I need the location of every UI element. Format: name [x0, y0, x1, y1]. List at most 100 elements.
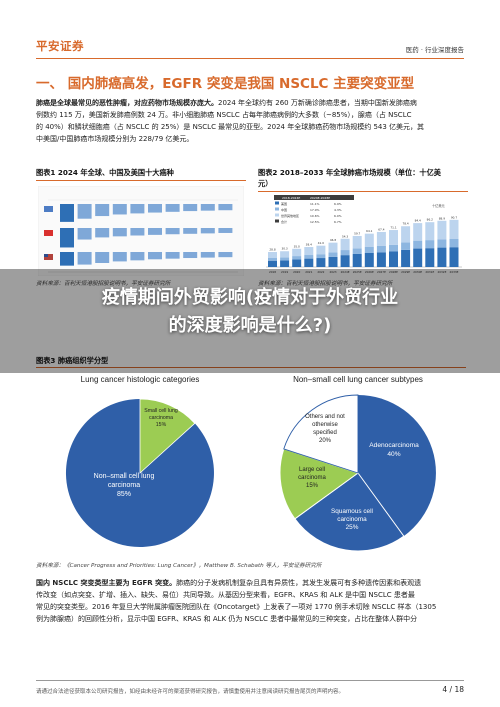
figure2-data-label: 64.1 [366, 229, 372, 233]
figure2-data-label: 84.4 [415, 219, 421, 223]
pie-label: 85% [117, 491, 131, 498]
figure2-x-tick: 2023 [329, 270, 336, 274]
figure2-data-label: 41.0 [318, 241, 324, 245]
figure1-bar [60, 252, 74, 266]
mutation-paragraph: 国内 NSCLC 突变类型主要为 EGFR 突变。肺癌的分子发病机制复杂且具有异… [36, 577, 466, 625]
figure2-x-tick: 2027E [377, 270, 386, 274]
figure2-data-label: 67.4 [378, 227, 384, 231]
figure1-bar [112, 228, 127, 237]
figure2-data-label: 78.4 [402, 222, 408, 226]
pie-label: 40% [387, 451, 400, 458]
figure2-x-tick: 2028E [389, 270, 398, 274]
title-overlay-banner: 疫情期间外贸影响(疫情对于外贸行业 的深度影响是什么?) [0, 269, 500, 373]
figure2-bar-segment [316, 245, 326, 255]
figure2-bar-segment [328, 242, 338, 253]
figure2-data-label: 88.9 [439, 216, 445, 220]
pie-slice-squamous [294, 472, 405, 552]
figure2-bar-segment [389, 230, 398, 245]
figure1-bar [183, 204, 198, 212]
table-cell: 合计 [281, 219, 287, 224]
table-cell: 17.9% [310, 208, 320, 212]
figure2-bar-segment [389, 251, 398, 267]
figure2-bar-segment [425, 240, 435, 249]
figure2-bar-segment [292, 256, 302, 260]
figure2-bar-segment [413, 248, 423, 267]
figure3-caption: 图表3 肺癌组织学分型 [36, 356, 109, 365]
figure2-data-label: 54.3 [342, 234, 348, 238]
figure1-bar [77, 228, 92, 240]
figure2-data-label: 59.7 [354, 231, 360, 235]
figure1-source: 资料来源：百利天恒港股招股说明书，平安证券研究所 [36, 281, 171, 287]
figure1-bar [165, 228, 180, 235]
figure1-bar [148, 204, 162, 213]
china-flag-icon [44, 230, 53, 236]
figure2-caption-line: 元） [258, 179, 273, 188]
figure2-data-label: 35.0 [294, 244, 300, 248]
figure1-caption: 图表1 2024 年全球、中国及美国十大癌种 [36, 168, 174, 177]
pie-label: 15% [156, 422, 167, 428]
figure3-rule [36, 367, 466, 369]
figure2-bar-segment [304, 255, 314, 259]
figure1-bar [218, 228, 233, 233]
figure2-bar-segment [401, 226, 411, 243]
figure2-rule [258, 191, 468, 193]
figure2-bar-segment [304, 258, 314, 267]
figure1-bar [183, 228, 198, 234]
figure2-bar-segment [401, 242, 411, 250]
legend-swatch [275, 201, 279, 205]
figure1-bar [77, 204, 92, 219]
pie-label: carcinoma [149, 415, 173, 421]
para-lead: 国内 NSCLC 突变类型主要为 EGFR 突变。 [36, 579, 177, 587]
table-cell: 中国 [281, 207, 287, 212]
figure2-bar-segment [376, 245, 386, 253]
figure2-bar-segment [292, 259, 302, 267]
right-pie-title: Non–small cell lung cancer subtypes [293, 375, 423, 384]
table-header: 2024E-2028E [310, 196, 330, 200]
figure2-caption: 图表2 2018–2033 年全球肺癌市场规模（单位：十亿美 元） [258, 167, 468, 189]
figure2-bar-segment [376, 231, 386, 246]
table-cell: 11.1% [310, 202, 320, 206]
pie-label: carcinoma [337, 516, 367, 523]
figure1-bar [218, 204, 233, 211]
figure1-bar [95, 228, 110, 238]
figure1-bar [148, 252, 162, 260]
para-line: 中美国/中国肺癌市场规模分别为 228/79 亿美元。 [36, 135, 194, 143]
figure1-bar [165, 252, 180, 259]
table-cell: 美国 [281, 201, 287, 206]
figure1-bar [200, 252, 215, 258]
figure1-bar [183, 252, 198, 259]
figure1-bar [77, 252, 92, 265]
figure2-bar-segment [376, 252, 386, 267]
figure1-bar [95, 204, 110, 217]
figure2-data-label: 90.7 [451, 215, 457, 219]
figure2-bar-segment [340, 255, 350, 267]
figure1-bar [112, 252, 127, 262]
figure2-x-tick: 2022 [317, 270, 324, 274]
figure2-bar-segment [389, 244, 398, 252]
figure2-bar-segment [364, 247, 374, 254]
pie-slice-large-cell [279, 448, 360, 520]
figure2-bar-segment [437, 247, 447, 267]
overlay-title-line1: 疫情期间外贸影响(疫情对于外贸行业 [101, 287, 399, 308]
table-header: 2018-2024E [282, 196, 300, 200]
pie-label: Others and not [305, 414, 345, 420]
pie-label: Adenocarcinoma [369, 442, 419, 449]
figure2-bar-segment [328, 256, 338, 267]
figure2-bar-segment [280, 251, 290, 258]
section-title: 一、 国内肺癌高发，EGFR 突变是我国 NSCLC 主要突变亚型 [36, 76, 415, 92]
figure2-bar-segment [449, 238, 459, 248]
para-line: 传改变（如点突变、扩增、插入、缺失、易位）共同导致。从基因分型来看，EGFR、K… [36, 591, 415, 599]
figure2-bar-segment [292, 248, 302, 257]
pie-label: Squamous cell [331, 508, 373, 515]
figure2-caption-line: 图表2 2018–2033 年全球肺癌市场规模（单位：十亿美 [258, 168, 441, 177]
table-cell: 4.3% [334, 208, 342, 212]
figure2-bar-segment [364, 253, 374, 267]
figure2-data-label: 46.8 [330, 238, 336, 242]
figure2-chart: 2018-2024E 2024E-2028E 美国 11.1% 6.9% 中国 17.9… [260, 193, 466, 277]
figure2-data-label: 38.4 [306, 243, 312, 247]
figure2-x-tick: 2020 [293, 270, 300, 274]
figure2-bar-segment [413, 240, 423, 249]
figure1-bar [218, 252, 233, 258]
pie-slice-others [283, 394, 359, 474]
figure2-bar-segment [437, 239, 447, 248]
